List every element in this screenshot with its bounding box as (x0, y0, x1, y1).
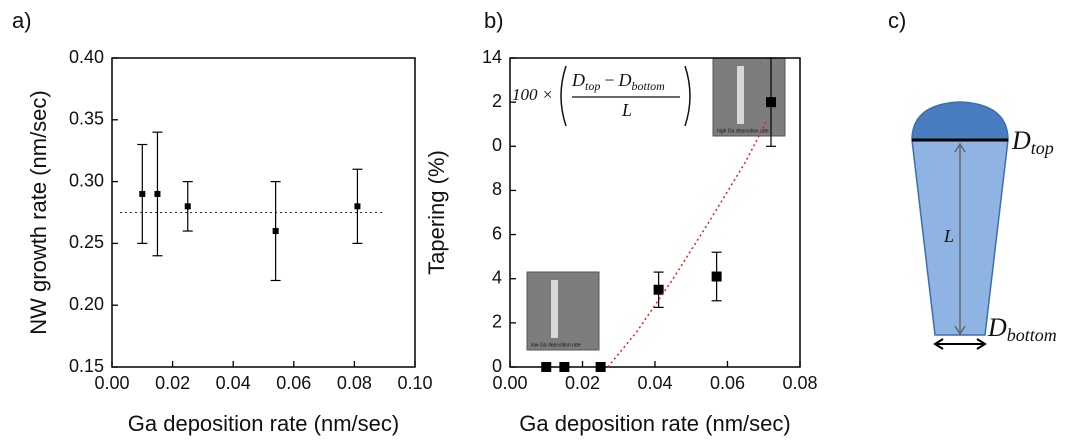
symbol: D (1011, 126, 1031, 155)
x-axis-label: Ga deposition rate (nm/sec) (128, 411, 399, 436)
symbol: D (571, 70, 585, 90)
subscript: top (1031, 138, 1054, 158)
y-axis-label: NW growth rate (nm/sec) (26, 90, 51, 335)
arrow-head (954, 142, 966, 336)
y-tick-label: 14 (482, 47, 502, 67)
panel-label: a) (12, 8, 32, 33)
y-tick-label: 0 (492, 135, 502, 155)
y-tick-label: 2 (492, 91, 502, 111)
point (354, 203, 361, 210)
point (272, 228, 279, 235)
inset-caption: high Ga deposition rate (717, 128, 769, 134)
y-tick-label: 0 (492, 356, 502, 376)
x-tick-label: 0.06 (276, 373, 311, 393)
x-tick-label: 0.08 (337, 373, 372, 393)
x-tick-label: 0.00 (492, 373, 527, 393)
y-tick-label: 6 (492, 223, 502, 243)
point (711, 271, 722, 282)
subscript: bottom (632, 79, 666, 93)
formula-denominator: L (621, 100, 632, 120)
nanowire-image (737, 66, 744, 124)
panel-label: b) (484, 8, 504, 33)
paren (560, 65, 567, 127)
point (139, 190, 146, 197)
trend-line (607, 119, 769, 368)
y-axis-label: Tapering (%) (424, 150, 449, 275)
nanowire-cap (911, 101, 1009, 141)
y-tick-label: 4 (492, 267, 502, 287)
y-tick-label: 0.20 (69, 294, 104, 314)
y-tick-label: 2 (492, 312, 502, 332)
inset-image (712, 57, 786, 137)
subscript: top (585, 79, 600, 93)
formula-factor: 100 × (512, 85, 553, 104)
y-tick-label: 0.15 (69, 356, 104, 376)
length-label: L (943, 226, 954, 246)
nanowire-image (551, 280, 558, 338)
inset-image (526, 271, 600, 351)
point (595, 362, 606, 372)
diagram: Dtop L Dbottom (911, 101, 1057, 350)
formula: 100 × Dtop − Dbottom L (512, 65, 691, 127)
point (653, 284, 664, 295)
plot-frame (111, 57, 416, 368)
bottom-label: Dbottom (987, 313, 1057, 345)
paren (684, 65, 691, 127)
symbol: − (604, 70, 614, 90)
y-tick-label: 0.35 (69, 109, 104, 129)
point (184, 203, 191, 210)
subscript: bottom (1007, 325, 1057, 345)
x-tick-label: 0.04 (216, 373, 251, 393)
arrow-head (933, 338, 987, 350)
formula-numerator: Dtop − Dbottom (571, 70, 665, 93)
symbol: D (618, 70, 632, 90)
y-tick-label: 0.25 (69, 232, 104, 252)
y-tick-label: 0.40 (69, 47, 104, 67)
y-tick-label: 8 (492, 179, 502, 199)
point (559, 362, 570, 372)
point (766, 97, 776, 108)
x-tick-label: 0.00 (94, 373, 129, 393)
panel-label: c) (888, 8, 906, 33)
x-tick-label: 0.02 (155, 373, 190, 393)
x-axis-label: Ga deposition rate (nm/sec) (519, 411, 790, 436)
x-tick-label: 0.04 (637, 373, 672, 393)
x-tick-label: 0.02 (565, 373, 600, 393)
x-tick-label: 0.06 (710, 373, 745, 393)
x-tick-label: 0.08 (782, 373, 817, 393)
y-tick-label: 0.30 (69, 170, 104, 190)
x-tick-label: 0.10 (397, 373, 432, 393)
point (541, 362, 552, 372)
top-label: Dtop (1011, 126, 1054, 158)
point (154, 190, 161, 197)
symbol: D (987, 313, 1007, 342)
inset-caption: low Ga deposition rate (531, 342, 581, 348)
